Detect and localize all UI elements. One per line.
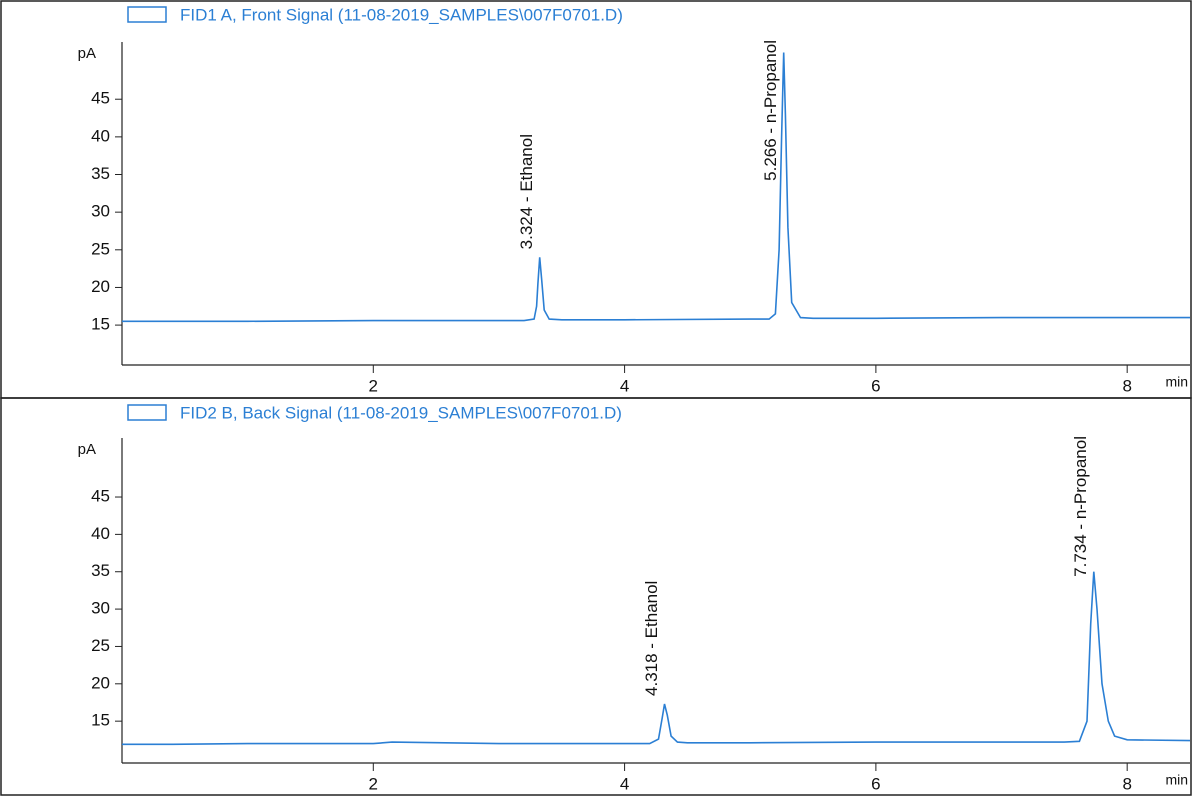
panel-frame xyxy=(0,0,1192,399)
y-tick-label: 40 xyxy=(91,524,110,543)
y-tick-label: 45 xyxy=(91,487,110,506)
y-tick-label: 45 xyxy=(91,89,110,108)
x-tick-label: 2 xyxy=(369,774,378,793)
y-tick-label: 30 xyxy=(91,202,110,221)
y-axis-label: pA xyxy=(78,45,96,62)
legend-swatch xyxy=(127,404,167,421)
signal-line xyxy=(122,52,1190,323)
peak-label: 5.266 - n-Propanol xyxy=(761,40,780,181)
y-tick-label: 35 xyxy=(91,164,110,183)
y-tick-label: 30 xyxy=(91,599,110,618)
y-tick-label: 35 xyxy=(91,561,110,580)
peak-label: 4.318 - Ethanol xyxy=(642,581,661,696)
y-tick-label: 15 xyxy=(91,711,110,730)
peak-label: 7.734 - n-Propanol xyxy=(1071,436,1090,577)
legend-label: FID2 B, Back Signal (11-08-2019_SAMPLES\… xyxy=(180,403,622,422)
x-tick-label: 8 xyxy=(1122,376,1131,395)
x-tick-label: 4 xyxy=(620,376,629,395)
x-tick-label: 6 xyxy=(871,376,880,395)
x-tick-label: 4 xyxy=(620,774,629,793)
x-tick-label: 2 xyxy=(369,376,378,395)
panel-frame xyxy=(0,397,1192,796)
y-tick-label: 25 xyxy=(91,636,110,655)
legend-label: FID1 A, Front Signal (11-08-2019_SAMPLES… xyxy=(180,5,623,24)
signal-line xyxy=(122,571,1191,746)
x-tick-label: 8 xyxy=(1122,774,1131,793)
y-tick-label: 20 xyxy=(91,277,110,296)
peak-label: 3.324 - Ethanol xyxy=(517,134,536,249)
y-axis-label: pA xyxy=(78,441,96,458)
y-tick-label: 25 xyxy=(91,239,110,258)
y-tick-label: 20 xyxy=(91,673,110,692)
y-tick-label: 40 xyxy=(91,126,110,145)
x-tick-label: 6 xyxy=(871,774,880,793)
x-axis-label: min xyxy=(1165,772,1188,788)
x-axis-label: min xyxy=(1165,374,1188,390)
y-tick-label: 15 xyxy=(91,315,110,334)
legend-swatch xyxy=(127,6,167,23)
